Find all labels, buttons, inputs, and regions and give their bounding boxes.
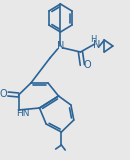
Text: H: H [91,35,97,44]
Text: O: O [0,89,7,99]
Text: N: N [93,40,100,50]
Text: N: N [57,41,64,51]
Text: HN: HN [17,108,30,117]
Text: O: O [83,60,91,70]
